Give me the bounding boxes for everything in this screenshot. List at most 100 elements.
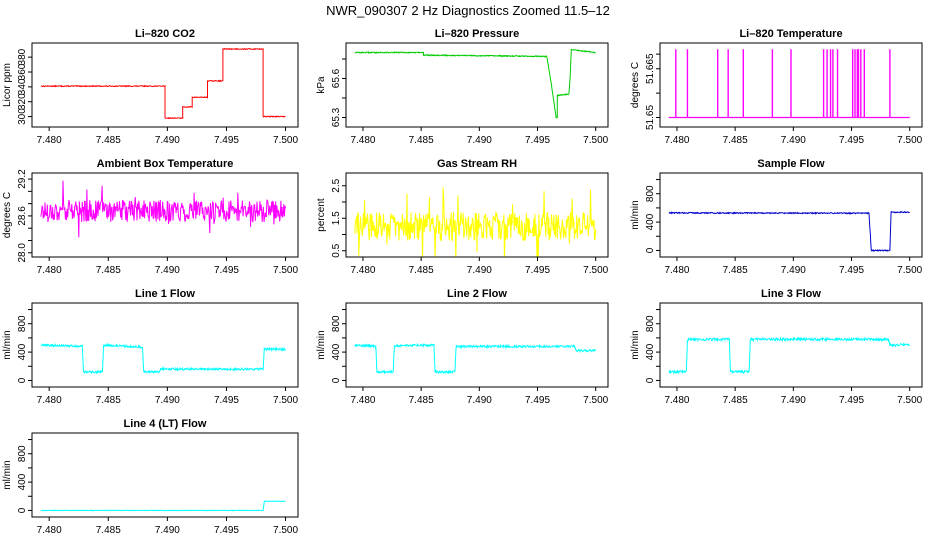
y-tick-label: 800 (17, 445, 28, 462)
y-axis-label: Licor ppm (2, 63, 13, 107)
y-tick-label: 400 (17, 473, 28, 490)
chart-title: Gas Stream RH (437, 158, 517, 170)
x-tick-label: 7.490 (781, 395, 806, 406)
x-tick-label: 7.490 (155, 135, 180, 146)
x-tick-label: 7.485 (409, 265, 434, 276)
x-tick-label: 7.500 (897, 135, 922, 146)
plot-frame (345, 302, 609, 388)
y-tick-label: 360 (17, 63, 28, 80)
x-tick-label: 7.500 (583, 395, 608, 406)
x-tick-label: 7.480 (664, 395, 689, 406)
plot-frame (31, 172, 299, 258)
y-tick-label: 0 (331, 377, 342, 383)
chart-panel-2: Li–820 Pressure 7.480 7.485 7.490 7.495 7.500… (316, 28, 609, 146)
series-line (668, 210, 911, 253)
y-tick-label: 0.5 (331, 243, 342, 257)
y-tick-label: 0 (645, 377, 656, 383)
chart-title: Ambient Box Temperature (97, 158, 234, 170)
x-tick-label: 7.490 (467, 265, 492, 276)
x-tick-label: 7.480 (664, 265, 689, 276)
chart-panel-4: Ambient Box Temperature 7.480 7.485 7.490 7.… (2, 158, 299, 276)
y-axis-label: ml/min (316, 330, 327, 359)
y-tick-label: 28.6 (17, 206, 28, 226)
plot-frame (345, 172, 609, 258)
y-tick-label: 51.665 (645, 53, 656, 84)
y-tick-label: 1.5 (331, 211, 342, 225)
x-tick-label: 7.485 (96, 135, 121, 146)
x-tick-label: 7.480 (37, 395, 62, 406)
x-tick-label: 7.480 (350, 135, 375, 146)
figure-title: NWR_090307 2 Hz Diagnostics Zoomed 11.5–… (326, 3, 610, 18)
plot-frame (31, 432, 299, 518)
x-tick-label: 7.480 (37, 265, 62, 276)
chart-panel-8: Line 2 Flow 7.480 7.485 7.490 7.495 7.500 0 400… (316, 288, 609, 406)
y-tick-label: 340 (17, 78, 28, 95)
x-tick-label: 7.485 (409, 135, 434, 146)
y-tick-label: 29.2 (17, 169, 28, 189)
y-tick-label: 0 (17, 377, 28, 383)
y-tick-label: 800 (645, 315, 656, 332)
chart-title: Line 2 Flow (447, 288, 507, 300)
x-tick-label: 7.495 (214, 265, 239, 276)
y-axis-label: ml/min (630, 200, 641, 229)
x-tick-label: 7.485 (723, 135, 748, 146)
y-tick-label: 28.0 (17, 243, 28, 263)
series-line (668, 336, 910, 375)
y-tick-label: 65.6 (331, 68, 342, 88)
x-tick-label: 7.500 (897, 265, 922, 276)
x-tick-label: 7.495 (214, 135, 239, 146)
y-axis-label: degrees C (2, 192, 13, 238)
chart-title: Line 4 (LT) Flow (124, 418, 207, 430)
panels-group: Li–820 CO2 7.480 7.485 7.490 7.495 7.500 30032… (2, 28, 923, 536)
y-tick-label: 0 (17, 507, 28, 513)
chart-panel-5: Gas Stream RH 7.480 7.485 7.490 7.495 7.500 0.… (316, 158, 609, 276)
y-axis-label: percent (316, 198, 327, 232)
x-tick-label: 7.495 (839, 135, 864, 146)
series-line (354, 342, 597, 375)
chart-panel-7: Line 1 Flow 7.480 7.485 7.490 7.495 7.500 0 400… (2, 288, 299, 406)
y-tick-label: 0 (645, 247, 656, 253)
x-tick-label: 7.500 (273, 265, 298, 276)
x-tick-label: 7.495 (525, 395, 550, 406)
y-tick-label: 65.3 (331, 107, 342, 127)
y-tick-label: 2.5 (331, 178, 342, 192)
x-tick-label: 7.490 (781, 135, 806, 146)
chart-title: Line 1 Flow (135, 288, 195, 300)
chart-panel-1: Li–820 CO2 7.480 7.485 7.490 7.495 7.500 30032… (2, 28, 299, 146)
y-tick-label: 300 (17, 108, 28, 125)
x-tick-label: 7.485 (96, 525, 121, 536)
y-tick-label: 800 (645, 185, 656, 202)
x-tick-label: 7.490 (155, 265, 180, 276)
x-tick-label: 7.485 (96, 395, 121, 406)
x-tick-label: 7.500 (273, 525, 298, 536)
plot-frame (345, 42, 609, 128)
x-tick-label: 7.495 (525, 135, 550, 146)
chart-panel-10: Line 4 (LT) Flow 7.480 7.485 7.490 7.495 7.50… (2, 418, 299, 536)
x-tick-label: 7.480 (350, 395, 375, 406)
x-tick-label: 7.480 (350, 265, 375, 276)
x-tick-label: 7.500 (583, 135, 608, 146)
x-tick-label: 7.490 (467, 395, 492, 406)
plot-frame (31, 42, 299, 128)
x-tick-label: 7.495 (525, 265, 550, 276)
y-tick-label: 320 (17, 93, 28, 110)
chart-panel-9: Line 3 Flow 7.480 7.485 7.490 7.495 7.500 0 400… (630, 288, 923, 406)
chart-panel-6: Sample Flow 7.480 7.485 7.490 7.495 7.500 0 400… (630, 158, 923, 276)
y-axis-label: ml/min (2, 460, 13, 489)
chart-title: Li–820 Temperature (739, 28, 842, 40)
y-tick-label: 380 (17, 48, 28, 65)
series-line (40, 47, 286, 120)
y-tick-label: 800 (17, 315, 28, 332)
x-tick-label: 7.490 (155, 395, 180, 406)
y-tick-label: 51.65 (645, 105, 656, 130)
x-tick-label: 7.490 (781, 265, 806, 276)
x-tick-label: 7.500 (273, 135, 298, 146)
series-line (40, 500, 286, 512)
x-tick-label: 7.490 (467, 135, 492, 146)
y-axis-label: degrees C (630, 62, 641, 108)
x-tick-label: 7.485 (96, 265, 121, 276)
chart-panel-3: Li–820 Temperature 7.480 7.485 7.490 7.495 7.… (630, 28, 923, 146)
series-line (354, 187, 597, 257)
x-tick-label: 7.500 (583, 265, 608, 276)
